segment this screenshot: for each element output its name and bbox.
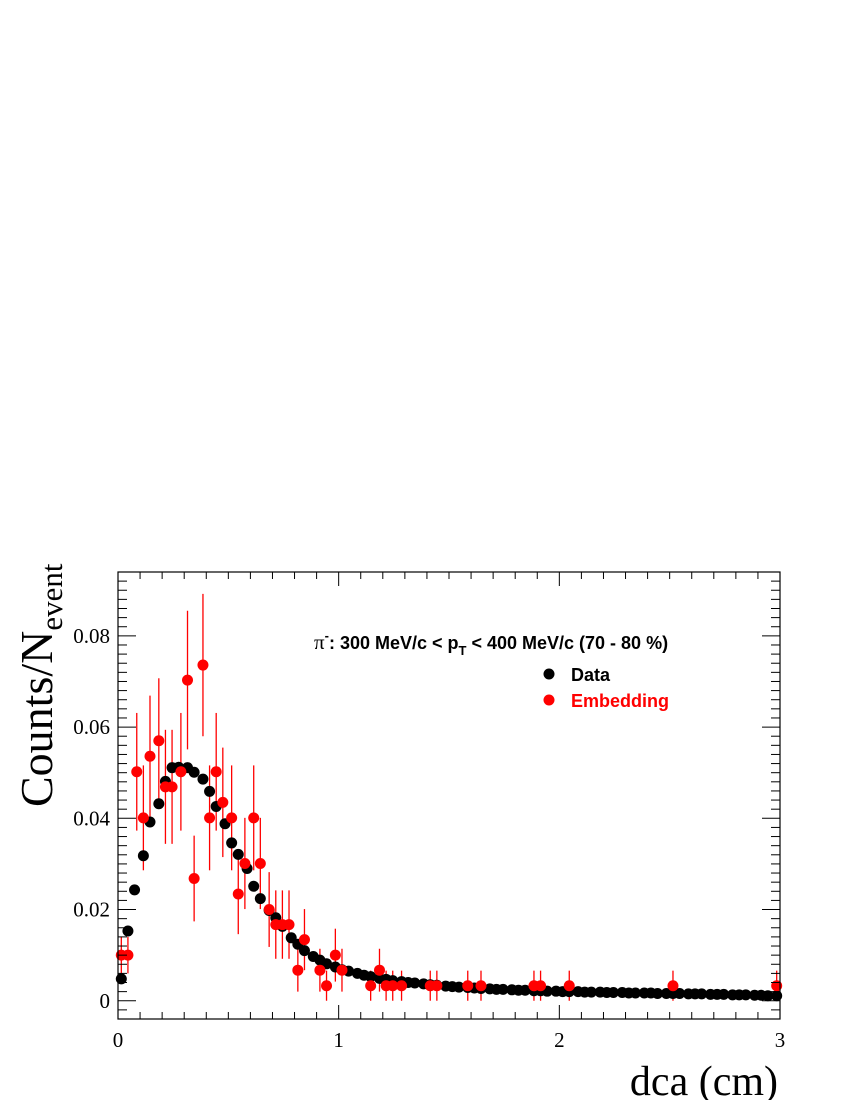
y-tick-label: 0.04	[73, 806, 110, 830]
data-point	[204, 785, 216, 797]
data-point	[740, 989, 752, 1001]
embedding-point	[373, 964, 385, 976]
embedding-point	[321, 980, 333, 992]
embedding-point	[314, 964, 326, 976]
embedding-point	[396, 980, 408, 992]
embedding-point	[210, 766, 222, 778]
legend-label-embedding: Embedding	[571, 691, 669, 711]
x-axis-title: dca (cm)	[630, 1059, 778, 1100]
embedding-point	[387, 980, 399, 992]
embedding-point	[122, 949, 134, 961]
embedding-point	[292, 964, 304, 976]
embedding-point	[248, 812, 260, 824]
y-axis-title: Counts/Nevent	[11, 563, 69, 807]
annotation-pre: : 300 MeV/c < p	[329, 633, 459, 653]
embedding-point	[365, 980, 377, 992]
embedding-point	[329, 949, 341, 961]
legend-marker-embedding	[543, 694, 555, 706]
embedding-error-bars	[120, 593, 778, 1001]
data-point	[629, 987, 641, 999]
legend-label-data: Data	[571, 665, 611, 685]
embedding-point	[431, 980, 443, 992]
embedding-point	[204, 812, 216, 824]
embedding-point	[667, 980, 679, 992]
data-point	[696, 988, 708, 1000]
embedding-point	[336, 964, 348, 976]
data-point	[129, 884, 141, 896]
embedding-point	[153, 735, 165, 747]
embedding-point	[131, 766, 143, 778]
embedding-point	[535, 980, 547, 992]
data-point	[232, 848, 244, 860]
data-point	[226, 837, 238, 849]
y-tick-label: 0	[100, 989, 111, 1013]
data-point	[718, 988, 730, 1000]
annotation-particle: π	[314, 630, 325, 654]
x-tick-label: 2	[554, 1028, 565, 1052]
embedding-point	[263, 904, 275, 916]
data-point	[453, 981, 465, 993]
legend-marker-data	[543, 668, 555, 680]
embedding-point	[182, 674, 194, 686]
embedding-series	[115, 659, 783, 992]
y-tick-label: 0.08	[73, 624, 110, 648]
embedding-point	[232, 888, 244, 900]
legend: Data Embedding	[543, 665, 669, 711]
data-point	[652, 987, 664, 999]
chart-annotation: π-: 300 MeV/c < pT < 400 MeV/c (70 - 80 …	[314, 628, 668, 658]
data-point	[188, 766, 200, 778]
data-point	[497, 983, 509, 995]
embedding-point	[475, 980, 487, 992]
embedding-point	[226, 812, 238, 824]
annotation-charge: -	[325, 628, 329, 643]
embedding-point	[298, 934, 310, 946]
data-point	[197, 773, 209, 785]
embedding-point	[283, 919, 295, 931]
y-axis-title-main: Counts/N	[11, 631, 62, 807]
embedding-point	[175, 766, 187, 778]
data-point	[248, 880, 260, 892]
data-point	[137, 850, 149, 862]
data-point	[122, 925, 134, 937]
embedding-point	[239, 857, 251, 869]
embedding-point	[254, 857, 266, 869]
data-point	[365, 971, 377, 983]
y-tick-label: 0.06	[73, 715, 110, 739]
data-point	[153, 798, 165, 810]
embedding-point	[166, 781, 178, 793]
axis-ticks: 0 1 2 3 0 0.02 0.04 0.06 0.08	[73, 572, 785, 1052]
data-point	[409, 977, 421, 989]
embedding-point	[197, 659, 209, 671]
embedding-point	[462, 980, 474, 992]
embedding-point	[188, 873, 200, 885]
embedding-point	[144, 750, 156, 762]
embedding-point	[563, 980, 575, 992]
data-point	[585, 986, 597, 998]
annotation-post: < 400 MeV/c (70 - 80 %)	[466, 633, 668, 653]
annotation-sub: T	[459, 643, 467, 658]
data-point	[607, 987, 619, 999]
data-point	[298, 945, 310, 957]
y-axis-title-subscript: event	[34, 563, 69, 631]
data-point	[254, 893, 266, 905]
embedding-point	[137, 812, 149, 824]
x-tick-label: 0	[113, 1028, 124, 1052]
x-tick-label: 3	[775, 1028, 786, 1052]
data-point	[762, 990, 774, 1002]
data-point	[519, 984, 531, 996]
embedding-point	[217, 796, 229, 808]
data-point	[674, 987, 686, 999]
x-tick-label: 1	[333, 1028, 344, 1052]
y-tick-label: 0.02	[73, 898, 110, 922]
